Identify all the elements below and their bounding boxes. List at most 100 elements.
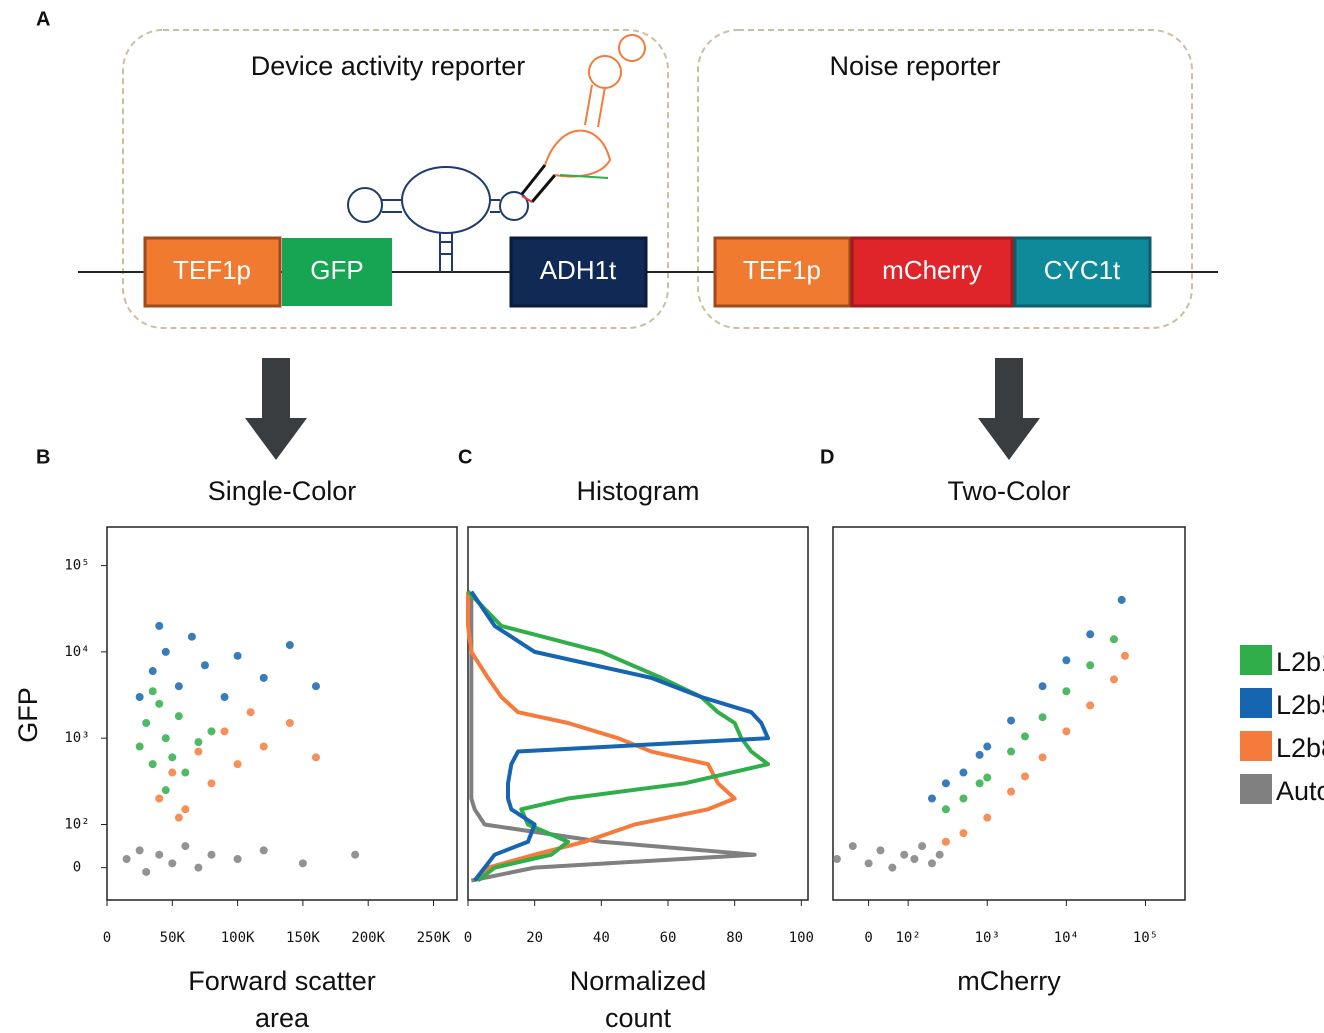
x-axis-label: Forward scatter — [188, 966, 376, 996]
y-tick-label: 10⁴ — [64, 644, 89, 660]
y-axis-label: GFP — [13, 687, 43, 743]
point — [941, 779, 950, 788]
plot-frame — [467, 526, 809, 901]
point — [941, 837, 950, 846]
point — [1038, 682, 1047, 691]
point — [1007, 716, 1016, 725]
part-label: ADH1t — [540, 255, 617, 285]
point — [959, 829, 968, 838]
x-tick-label: 250K — [417, 930, 451, 946]
point — [161, 786, 170, 795]
plot-frame — [832, 526, 1186, 901]
point — [148, 667, 157, 676]
point — [900, 850, 909, 859]
point — [148, 760, 157, 769]
point — [174, 682, 183, 691]
part-box — [143, 236, 282, 308]
arrow — [245, 358, 307, 460]
point — [1086, 701, 1095, 710]
y-tick-label: 0 — [73, 860, 81, 876]
legend-label: L2b8 — [1276, 733, 1324, 763]
panel-letter: D — [820, 446, 834, 468]
x-tick-label: 0 — [464, 930, 472, 946]
point — [918, 842, 927, 851]
point — [975, 750, 984, 759]
panel-letter: B — [36, 446, 50, 468]
point — [207, 727, 216, 736]
point — [298, 859, 307, 868]
point — [848, 842, 857, 851]
x-tick-label: 80 — [726, 930, 743, 946]
point — [194, 863, 203, 872]
point — [285, 718, 294, 727]
x-axis-label: area — [255, 1003, 310, 1033]
point — [1007, 787, 1016, 796]
point — [174, 813, 183, 822]
point — [959, 794, 968, 803]
x-tick-label: 0 — [864, 930, 872, 946]
point — [135, 742, 144, 751]
point — [207, 850, 216, 859]
point — [194, 747, 203, 756]
x-tick-label: 50K — [160, 930, 186, 946]
x-tick-label: 150K — [286, 930, 320, 946]
point — [351, 850, 360, 859]
part-label: mCherry — [882, 255, 982, 285]
point — [259, 673, 268, 682]
group-title: Device activity reporter — [251, 51, 526, 81]
x-tick-label: 20 — [526, 930, 543, 946]
point — [142, 867, 151, 876]
legend-swatch — [1240, 774, 1272, 804]
x-axis-label: mCherry — [957, 966, 1061, 996]
x-tick-label: 0 — [103, 930, 111, 946]
x-tick-label: 200K — [351, 930, 385, 946]
point — [888, 863, 897, 872]
point — [864, 859, 873, 868]
point — [1117, 595, 1126, 604]
x-tick-label: 10³ — [975, 930, 1000, 946]
point — [233, 651, 242, 660]
point — [959, 768, 968, 777]
x-tick-label: 10⁵ — [1133, 930, 1158, 946]
legend-label: L2b5 — [1276, 690, 1324, 720]
point — [135, 846, 144, 855]
point — [233, 760, 242, 769]
x-tick-label: 100 — [789, 930, 814, 946]
point — [311, 753, 320, 762]
point — [1038, 753, 1047, 762]
arrow — [978, 358, 1040, 460]
point — [142, 718, 151, 727]
point — [983, 742, 992, 751]
point — [1021, 772, 1030, 781]
x-tick-label: 60 — [660, 930, 677, 946]
chart-title: Single-Color — [208, 476, 357, 506]
point — [168, 768, 177, 777]
panel-letter: C — [458, 446, 472, 468]
point — [1086, 630, 1095, 639]
point — [983, 813, 992, 822]
point — [1062, 687, 1071, 696]
panel-letter: A — [36, 8, 50, 30]
x-axis-label: Normalized — [570, 966, 707, 996]
point — [161, 734, 170, 743]
rna-structure — [347, 34, 646, 272]
legend-label: Auto — [1276, 776, 1324, 806]
point — [220, 693, 229, 702]
part-box — [850, 236, 1014, 308]
part-box — [1013, 236, 1152, 308]
legend-label: L2b1 — [1276, 647, 1324, 677]
point — [168, 859, 177, 868]
point — [1062, 656, 1071, 665]
point — [935, 850, 944, 859]
y-tick-label: 10⁵ — [64, 558, 89, 574]
point — [155, 850, 164, 859]
point — [1109, 635, 1118, 644]
point — [975, 779, 984, 788]
point — [876, 846, 885, 855]
point — [941, 805, 950, 814]
point — [148, 687, 157, 696]
legend-swatch — [1240, 688, 1272, 718]
point — [311, 682, 320, 691]
part-box — [509, 236, 648, 308]
